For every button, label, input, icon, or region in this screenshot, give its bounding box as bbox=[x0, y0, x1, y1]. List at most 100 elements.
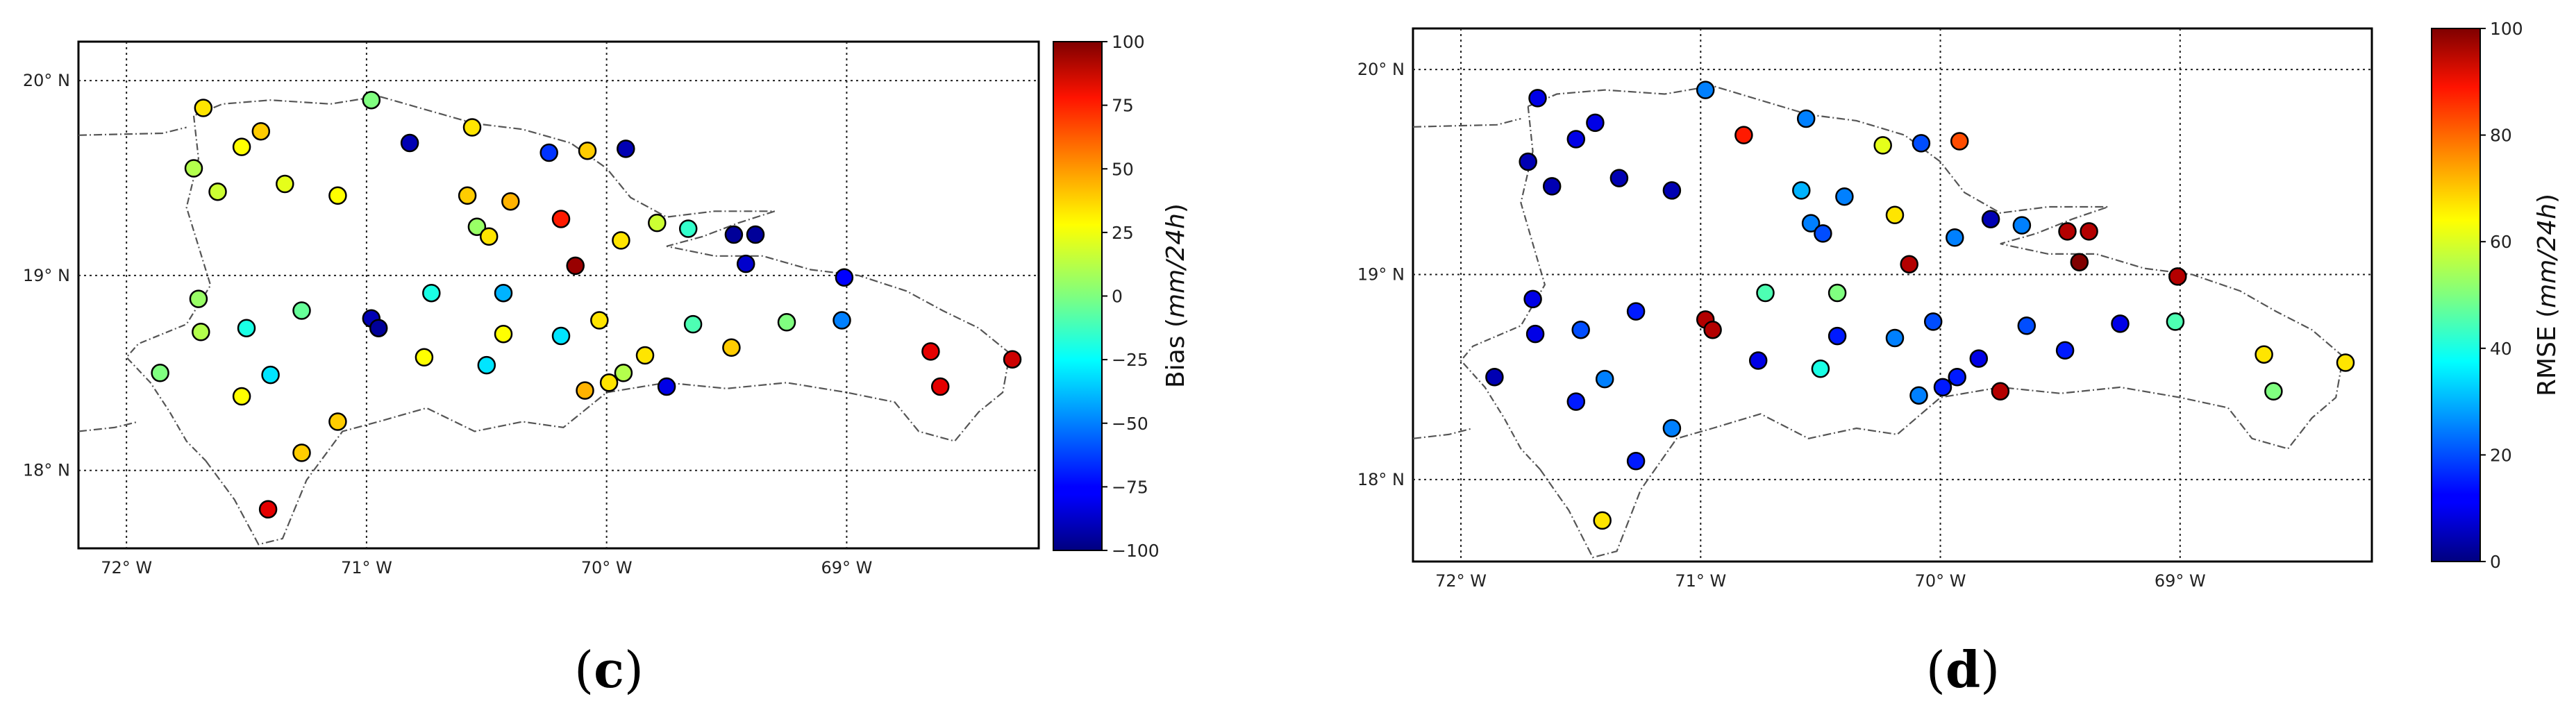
x-tick-label: 69° W bbox=[821, 558, 872, 577]
colorbar-tick-label: 50 bbox=[1112, 159, 1134, 179]
station-marker bbox=[194, 99, 213, 117]
colorbar bbox=[2431, 28, 2481, 562]
station-marker bbox=[617, 140, 635, 158]
station-marker bbox=[1828, 326, 1847, 346]
coastline-segment bbox=[78, 421, 139, 432]
station-marker bbox=[1566, 130, 1586, 149]
station-marker bbox=[1571, 320, 1590, 339]
y-tick-label: 20° N bbox=[23, 71, 70, 90]
station-marker bbox=[1885, 205, 1905, 225]
colorbar-tick-label: −25 bbox=[1112, 350, 1148, 370]
station-marker bbox=[1756, 283, 1775, 303]
station-marker bbox=[328, 186, 347, 205]
station-marker bbox=[736, 254, 755, 273]
station-marker bbox=[462, 118, 482, 137]
station-marker bbox=[261, 365, 280, 385]
station-marker bbox=[292, 301, 311, 320]
station-marker bbox=[276, 174, 294, 194]
rmse-map-panel: 72° W 71° W 70° W 69° W 20° N 19° N 18° N 100… bbox=[1357, 19, 2561, 699]
station-marker bbox=[1948, 367, 1966, 387]
x-tick-label: 71° W bbox=[1675, 571, 1726, 591]
station-marker bbox=[551, 210, 571, 228]
station-marker bbox=[192, 323, 210, 341]
station-marker bbox=[1662, 181, 1682, 200]
station-marker bbox=[2111, 314, 2130, 333]
map-frame bbox=[77, 40, 1040, 550]
station-marker bbox=[2264, 382, 2283, 401]
station-marker bbox=[184, 159, 203, 178]
station-marker bbox=[477, 355, 496, 375]
x-tick-labels: 72° W 71° W 70° W 69° W bbox=[1435, 571, 2206, 591]
station-marker bbox=[590, 311, 609, 330]
station-marker bbox=[657, 377, 676, 396]
station-marker bbox=[362, 90, 381, 110]
x-tick-labels: 72° W 71° W 70° W 69° W bbox=[101, 558, 872, 577]
station-marker bbox=[1566, 392, 1586, 411]
station-marker bbox=[1586, 113, 1605, 133]
colorbar-tick-label: 80 bbox=[2490, 126, 2512, 146]
station-marker bbox=[1523, 289, 1542, 309]
station-marker bbox=[1595, 369, 1614, 389]
panel-caption: (c) bbox=[574, 640, 644, 699]
station-marker bbox=[576, 381, 594, 400]
station-marker bbox=[2012, 216, 2032, 235]
station-marker bbox=[1946, 228, 1964, 247]
station-marker bbox=[1703, 320, 1722, 339]
colorbar-tick-label: 20 bbox=[2490, 445, 2512, 465]
station-marker bbox=[566, 256, 585, 276]
colorbar-tick-label: 100 bbox=[1112, 32, 1145, 52]
station-marker bbox=[1969, 349, 1989, 368]
border-line bbox=[125, 115, 212, 462]
colorbar-tick-label: −75 bbox=[1112, 477, 1148, 497]
station-marker bbox=[1003, 350, 1022, 369]
station-marker bbox=[1801, 214, 1821, 233]
station-marker bbox=[467, 217, 487, 236]
station-marker bbox=[777, 313, 796, 332]
coastline bbox=[1412, 85, 2344, 559]
y-tick-label: 19° N bbox=[23, 266, 70, 285]
station-marker bbox=[1485, 367, 1504, 387]
colorbar-tick-label: 25 bbox=[1112, 223, 1134, 243]
station-marker bbox=[1991, 382, 2010, 401]
graticule bbox=[78, 42, 1039, 548]
station-marker bbox=[1981, 210, 2000, 228]
map-frame bbox=[1412, 27, 2373, 563]
x-tick-label: 70° W bbox=[581, 558, 633, 577]
station-marker bbox=[1950, 132, 1969, 151]
colorbar-tick-label: −50 bbox=[1112, 414, 1148, 434]
station-marker bbox=[1835, 187, 1854, 206]
station-marker bbox=[258, 500, 278, 519]
station-marker bbox=[1796, 109, 1816, 128]
station-marker bbox=[1696, 81, 1715, 99]
station-marker bbox=[1528, 89, 1547, 108]
station-marker bbox=[415, 348, 434, 367]
station-marker bbox=[232, 387, 251, 406]
station-marker bbox=[833, 311, 851, 330]
station-marker bbox=[237, 319, 256, 337]
x-tick-label: 69° W bbox=[2155, 571, 2206, 591]
y-tick-label: 18° N bbox=[1357, 470, 1405, 489]
station-marker bbox=[1609, 169, 1629, 187]
station-marker bbox=[578, 141, 597, 160]
station-marker bbox=[1912, 134, 1931, 153]
station-marker bbox=[494, 283, 513, 303]
station-marker bbox=[2080, 222, 2098, 241]
y-tick-label: 20° N bbox=[1357, 60, 1405, 79]
station-marker bbox=[722, 338, 741, 357]
station-marker bbox=[1525, 324, 1545, 344]
coastline-segment bbox=[1412, 117, 1521, 128]
station-marker bbox=[648, 213, 667, 233]
graticule bbox=[1413, 28, 2372, 562]
station-marker bbox=[1811, 360, 1830, 378]
station-markers bbox=[151, 90, 1022, 519]
station-marker bbox=[369, 319, 388, 337]
panel-caption: (d) bbox=[1926, 640, 2000, 699]
x-tick-label: 72° W bbox=[101, 558, 152, 577]
colorbar-label: Bias (mm/24h) bbox=[1162, 203, 1190, 388]
station-marker bbox=[2336, 353, 2355, 372]
station-marker bbox=[678, 219, 698, 238]
y-tick-labels: 20° N 19° N 18° N bbox=[1357, 60, 1405, 489]
y-tick-label: 19° N bbox=[1357, 264, 1405, 284]
station-marker bbox=[1885, 328, 1905, 348]
station-marker bbox=[1814, 224, 1832, 243]
